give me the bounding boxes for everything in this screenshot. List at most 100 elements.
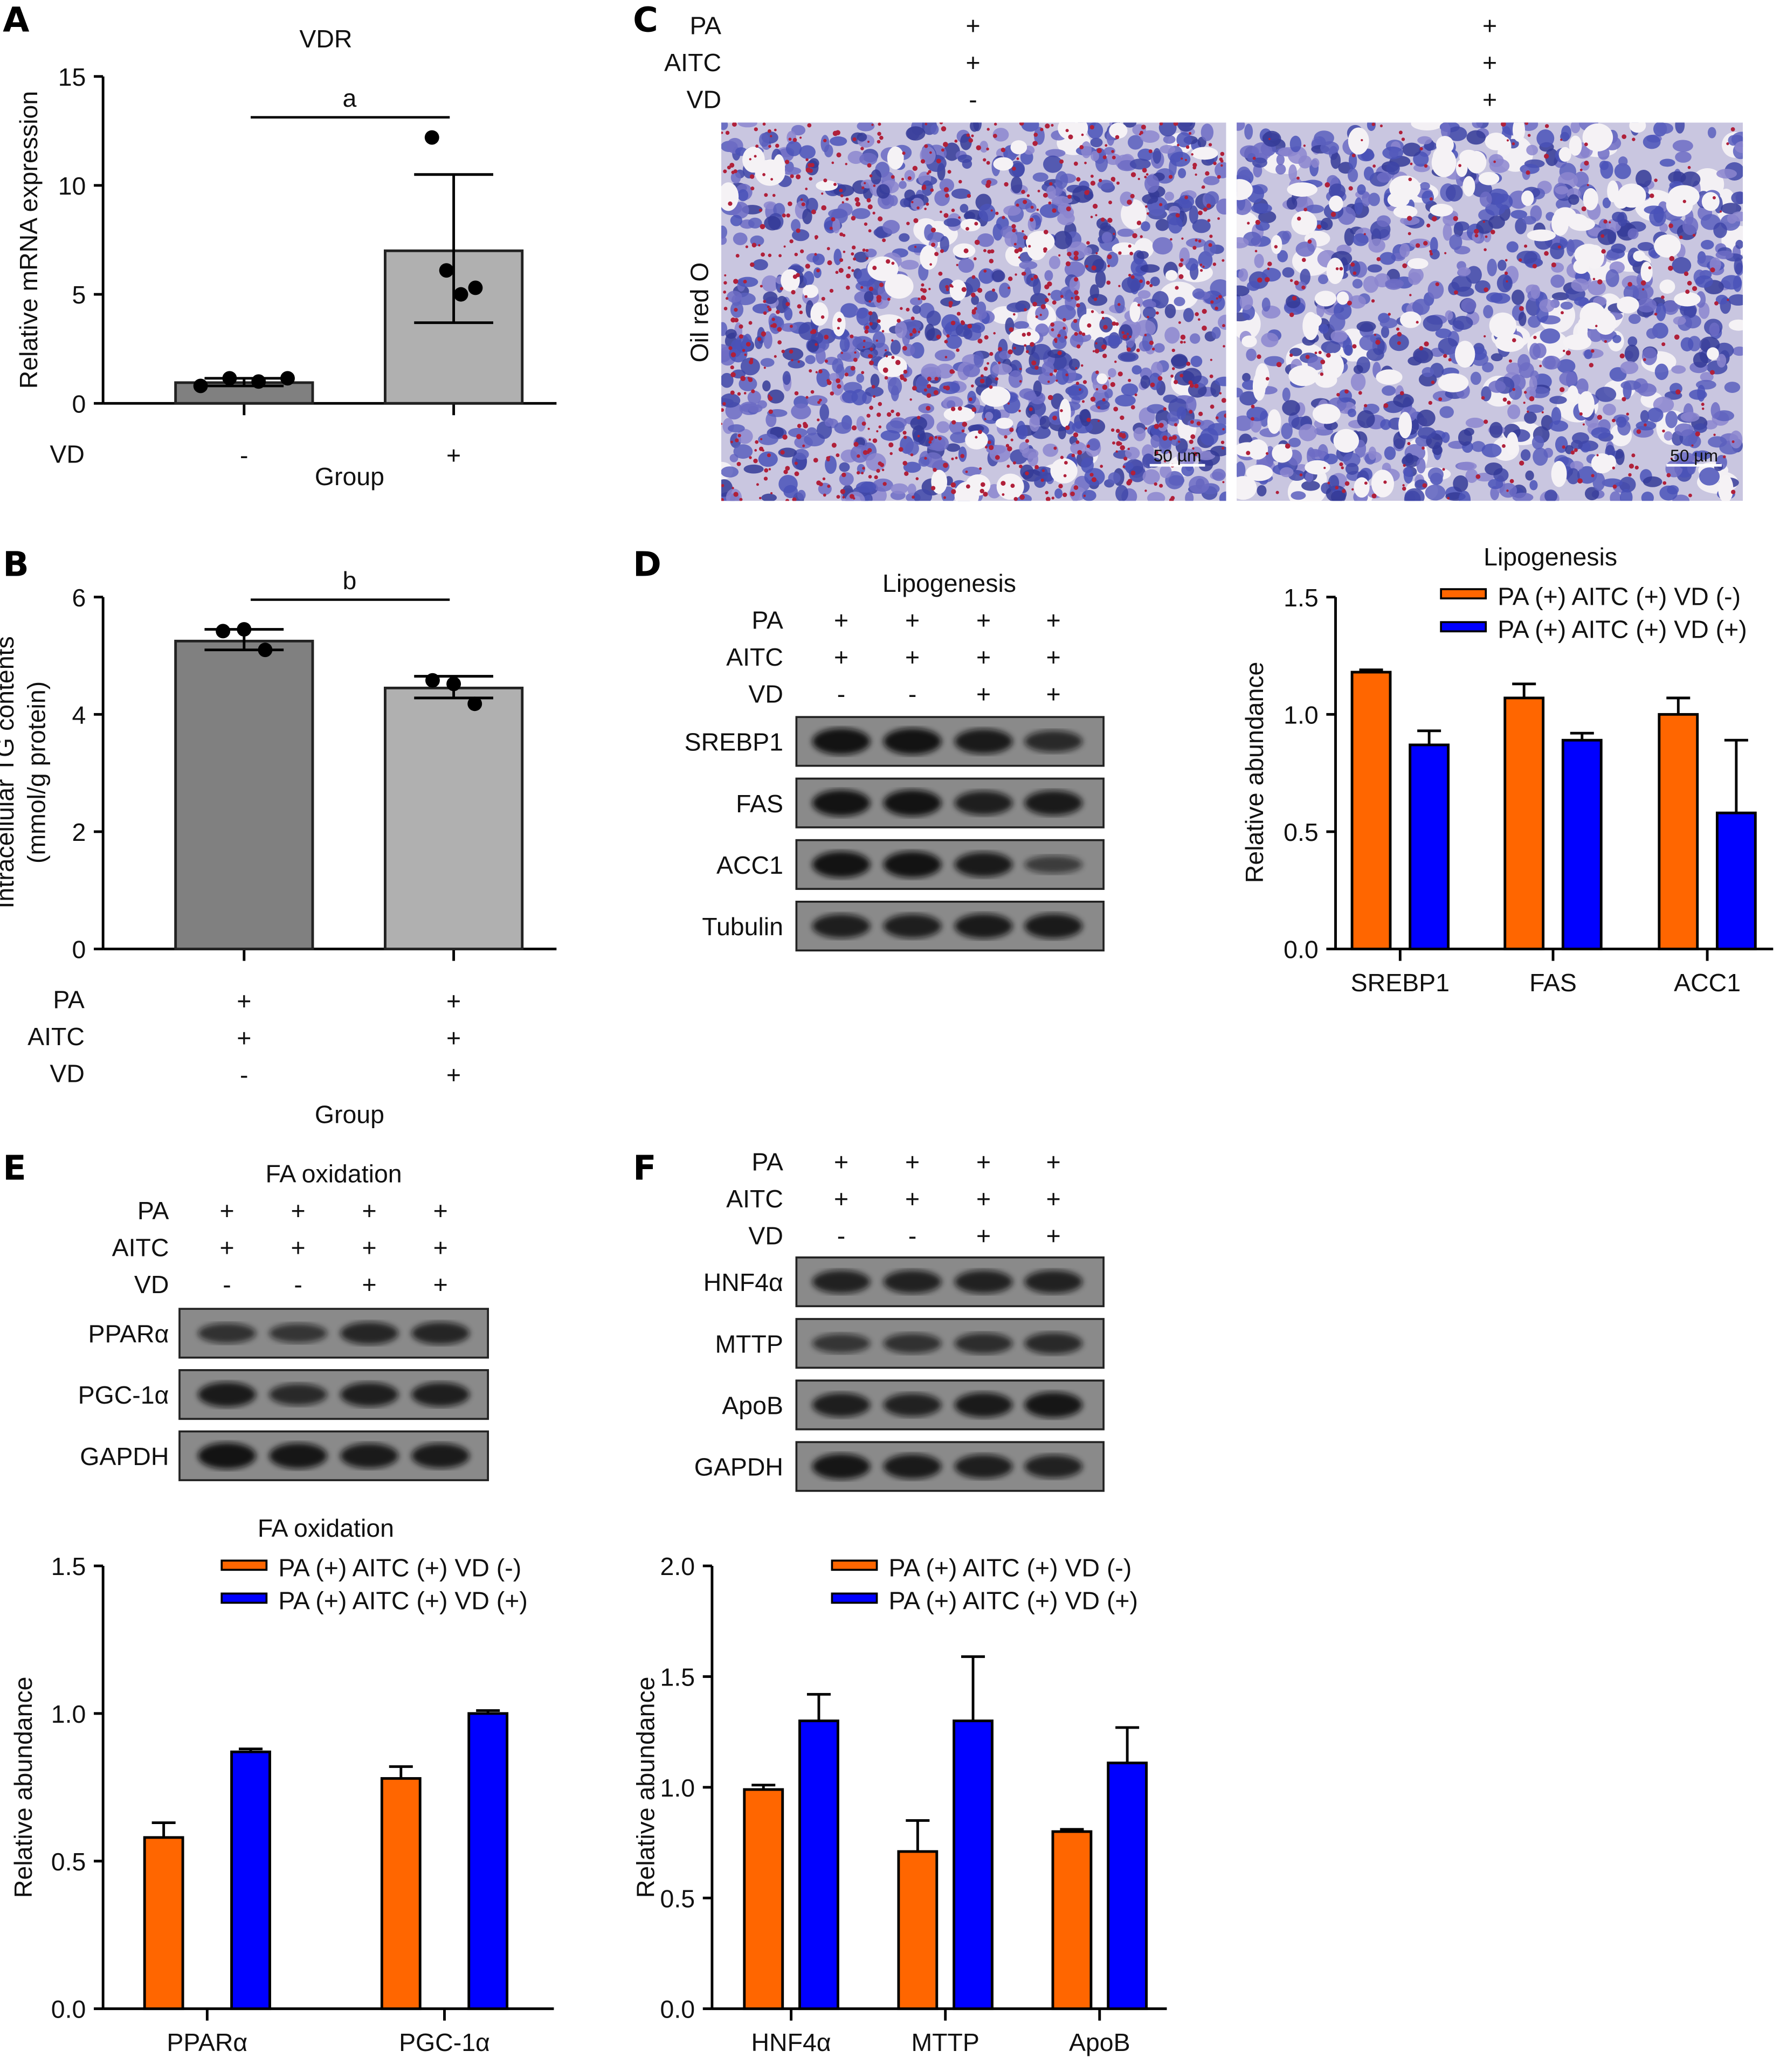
cell-nucleus — [727, 291, 742, 303]
cell-nucleus — [830, 136, 847, 146]
cell-nucleus — [1160, 144, 1176, 154]
lipid-droplet — [1339, 267, 1343, 271]
cell-nucleus — [929, 435, 949, 452]
cell-nucleus — [1168, 475, 1185, 486]
lipid-droplet — [1429, 250, 1432, 253]
cell-nucleus — [803, 271, 815, 286]
cell-nucleus — [1409, 238, 1431, 248]
lipid-free-area — [1129, 301, 1141, 322]
lipid-droplet — [1416, 321, 1419, 324]
lipid-droplet — [1285, 443, 1291, 449]
cell-nucleus — [1196, 451, 1216, 460]
lipid-droplet — [978, 430, 982, 434]
lipid-droplet — [1714, 301, 1719, 306]
cell-nucleus — [733, 232, 748, 245]
cell-nucleus — [805, 355, 816, 364]
lipid-droplet — [1053, 446, 1057, 450]
cell-nucleus — [1523, 411, 1537, 424]
lipid-droplet — [737, 433, 741, 438]
lipid-free-area — [867, 256, 899, 281]
cell-nucleus — [1709, 322, 1720, 336]
lipid-droplet — [842, 496, 845, 499]
cell-nucleus — [1008, 370, 1023, 388]
lipid-droplet — [777, 340, 782, 345]
lipid-droplet — [836, 152, 841, 157]
lipid-droplet — [867, 163, 872, 168]
lipid-droplet — [1475, 474, 1481, 479]
lipid-droplet — [1197, 318, 1201, 321]
lipid-droplet — [1175, 286, 1179, 290]
lipid-droplet — [1192, 447, 1195, 450]
condition-label-vd: VD — [686, 86, 721, 114]
lipid-droplet — [1132, 233, 1137, 239]
cell-nucleus — [1417, 136, 1432, 144]
lipid-free-area — [960, 218, 981, 232]
cell-nucleus — [721, 393, 741, 408]
lipid-droplet — [1422, 483, 1427, 488]
lipid-droplet — [1424, 341, 1429, 347]
lipid-droplet — [1106, 280, 1111, 285]
lipid-droplet — [847, 287, 850, 289]
lipid-droplet — [830, 391, 834, 396]
lipid-droplet — [750, 262, 755, 267]
lipid-droplet — [1065, 261, 1071, 266]
protein-band — [340, 1382, 398, 1407]
cell-nucleus — [882, 220, 900, 234]
cell-nucleus — [943, 218, 961, 227]
lipid-droplet — [1073, 251, 1079, 256]
cell-nucleus — [1584, 487, 1599, 501]
cell-nucleus — [1359, 335, 1377, 351]
lipid-droplet — [1431, 380, 1435, 384]
lipid-droplet — [1090, 396, 1096, 402]
lipid-droplet — [1350, 262, 1355, 267]
lipid-droplet — [1544, 251, 1549, 256]
lipid-droplet — [1105, 144, 1108, 147]
cell-nucleus — [1129, 466, 1146, 482]
y-tick-label: 1.0 — [51, 1700, 86, 1728]
lipid-droplet — [1043, 230, 1048, 234]
significance-label: a — [343, 84, 357, 112]
lipid-free-area — [1314, 291, 1337, 307]
lipid-droplet — [1013, 313, 1016, 316]
cell-nucleus — [1454, 221, 1469, 231]
lipid-droplet — [1532, 264, 1537, 268]
lipid-droplet — [1251, 404, 1255, 409]
lipid-droplet — [850, 365, 855, 371]
lipid-droplet — [1519, 258, 1522, 262]
cell-nucleus — [1219, 491, 1226, 501]
lipid-droplet — [789, 239, 794, 244]
lipid-droplet — [1112, 441, 1115, 445]
lipid-droplet — [1159, 484, 1163, 488]
lipid-droplet — [1257, 277, 1262, 283]
lipid-free-area — [1551, 461, 1567, 487]
cell-nucleus — [1144, 174, 1160, 193]
cell-nucleus — [1520, 449, 1531, 461]
lipid-droplet — [763, 300, 767, 303]
lipid-droplet — [1051, 123, 1054, 127]
lipid-droplet — [1121, 331, 1124, 334]
lipid-droplet — [1013, 461, 1016, 465]
lipid-droplet — [891, 261, 895, 265]
lipid-free-area — [1237, 179, 1253, 201]
cell-nucleus — [1244, 123, 1253, 140]
lipid-droplet — [823, 139, 827, 142]
cell-nucleus — [856, 374, 865, 383]
lipid-droplet — [1169, 498, 1174, 501]
lipid-droplet — [1079, 388, 1081, 391]
lipid-droplet — [762, 449, 764, 452]
lipid-free-area — [810, 302, 829, 326]
lipid-droplet — [772, 194, 776, 197]
lipid-droplet — [989, 385, 993, 389]
protein-band — [812, 1270, 871, 1294]
lipid-droplet — [1586, 184, 1589, 187]
cell-nucleus — [1286, 295, 1301, 308]
cell-nucleus — [992, 223, 1003, 241]
lipid-droplet — [753, 244, 756, 247]
lipid-droplet — [1682, 199, 1686, 203]
cell-nucleus — [1357, 410, 1375, 429]
condition-sign: + — [1046, 680, 1061, 708]
lipid-droplet — [871, 123, 874, 126]
cell-nucleus — [1461, 298, 1477, 313]
